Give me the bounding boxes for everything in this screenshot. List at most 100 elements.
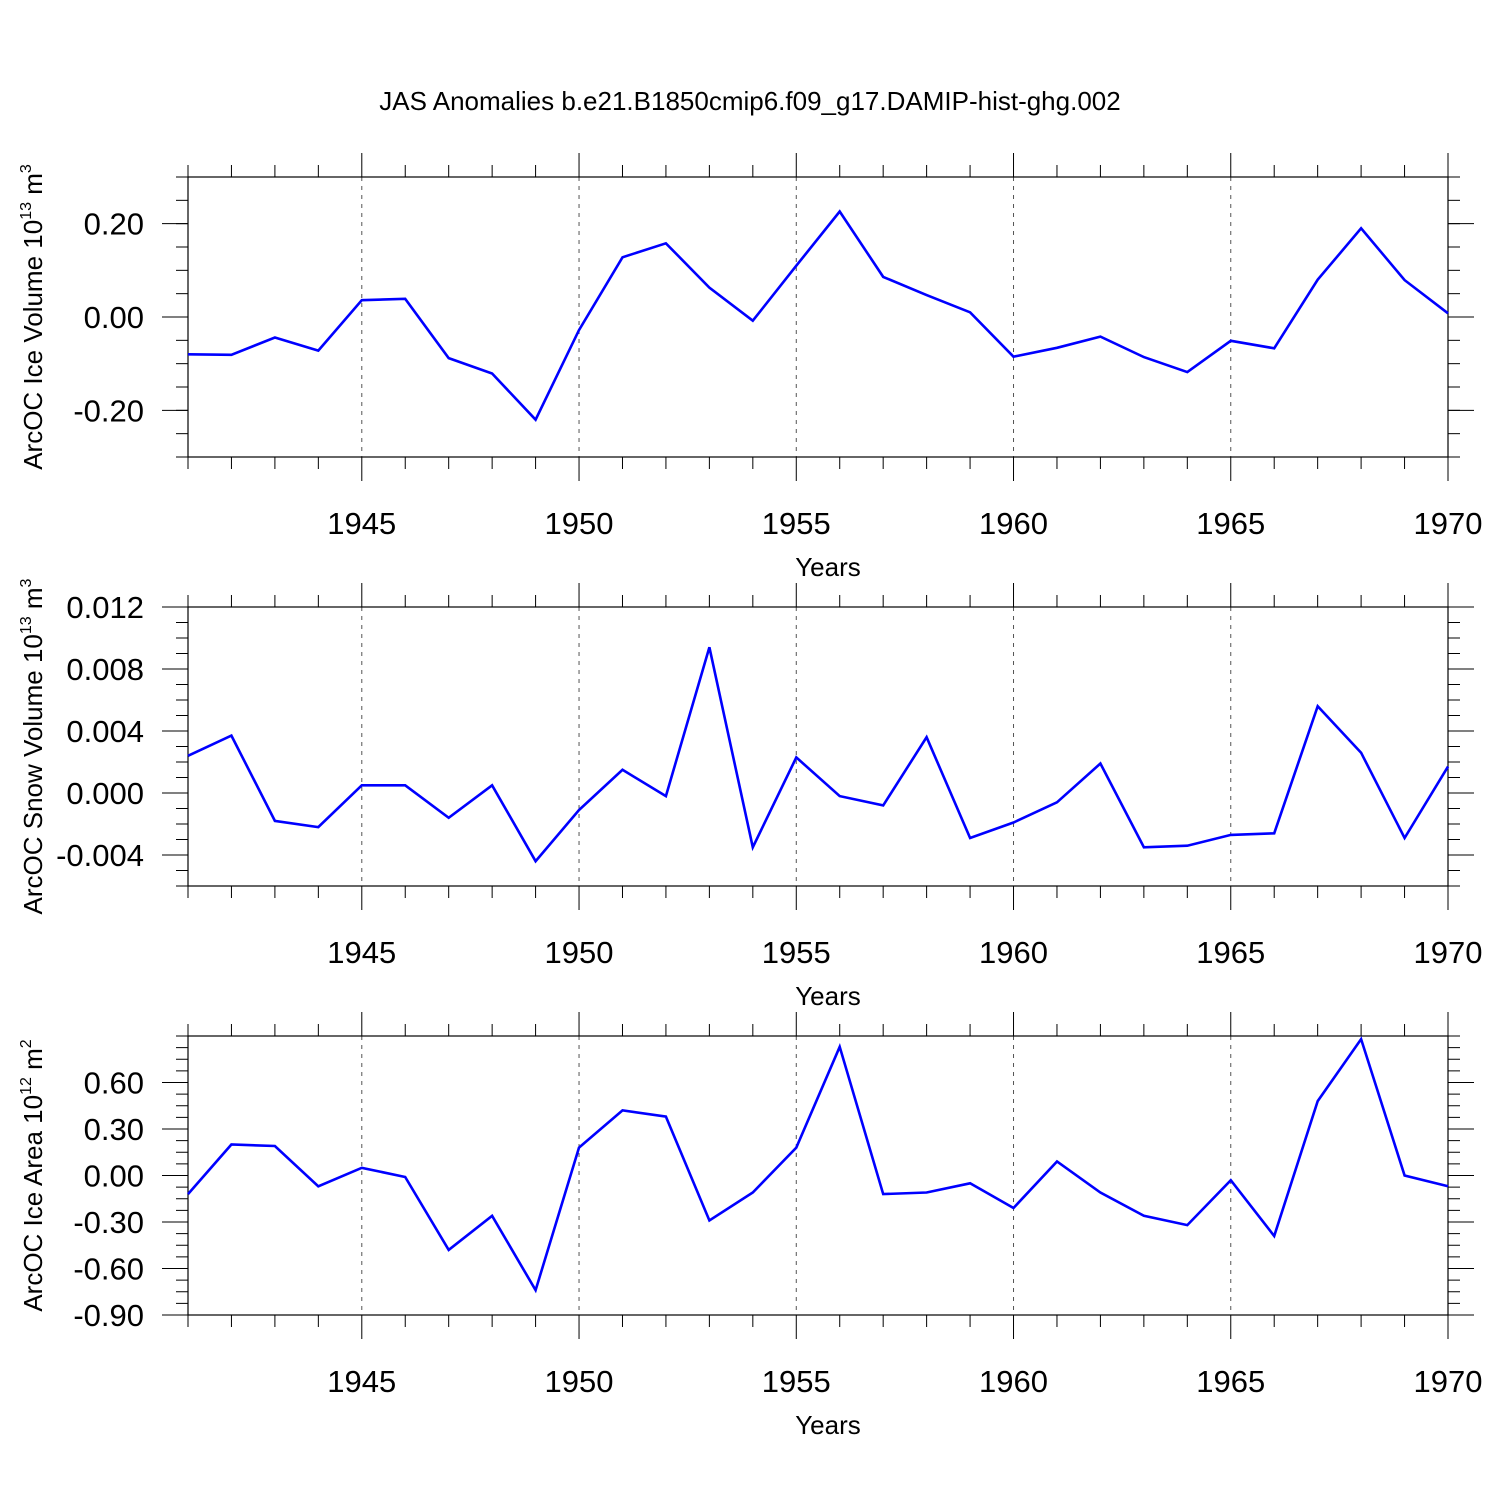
data-point xyxy=(1055,346,1058,349)
data-point xyxy=(360,784,363,787)
x-tick-label: 1965 xyxy=(1196,1364,1265,1399)
data-point xyxy=(578,329,581,332)
data-point xyxy=(708,1219,711,1222)
x-tick-label: 1960 xyxy=(979,1364,1048,1399)
data-point xyxy=(447,357,450,360)
data-point xyxy=(1229,833,1232,836)
data-point xyxy=(1447,312,1450,315)
data-point xyxy=(969,1182,972,1185)
data-point xyxy=(838,210,841,213)
x-tick-label: 1950 xyxy=(545,506,614,541)
data-point xyxy=(534,418,537,421)
data-point xyxy=(447,816,450,819)
data-point xyxy=(317,826,320,829)
x-tick-label: 1945 xyxy=(327,935,396,970)
data-point xyxy=(1360,751,1363,754)
y-axis-label: ArcOC Snow Volume 1013 m3 xyxy=(18,578,48,914)
data-point xyxy=(1142,1214,1145,1217)
data-point xyxy=(317,1185,320,1188)
series-line xyxy=(187,209,1449,422)
panel-ice-area: 0.60 0.30 0.00 -0.30 -0.60 -0.90 1945 1950 1955 1… xyxy=(18,1012,1482,1440)
data-point xyxy=(925,294,928,297)
data-point xyxy=(1273,1234,1276,1237)
y-tick-label: 0.30 xyxy=(84,1112,144,1147)
data-point xyxy=(1099,762,1102,765)
y-tick-label: 0.004 xyxy=(66,714,144,749)
data-point xyxy=(751,846,754,849)
data-point xyxy=(360,299,363,302)
y-tick-label: 0.008 xyxy=(66,652,144,687)
data-point xyxy=(578,1146,581,1149)
data-point xyxy=(751,1191,754,1194)
data-point xyxy=(1099,335,1102,338)
data-point xyxy=(1229,339,1232,342)
data-point xyxy=(838,795,841,798)
data-point xyxy=(795,264,798,267)
data-point xyxy=(708,646,711,649)
data-point xyxy=(230,353,233,356)
x-axis-label: Years xyxy=(795,1410,861,1440)
x-tick-label: 1960 xyxy=(979,935,1048,970)
data-point xyxy=(969,836,972,839)
data-point xyxy=(664,1115,667,1118)
data-point xyxy=(1229,1179,1232,1182)
x-tick-label: 1945 xyxy=(327,1364,396,1399)
data-point xyxy=(273,336,276,339)
y-tick-label: -0.20 xyxy=(73,393,144,428)
y-tick-label: 0.20 xyxy=(84,207,144,242)
y-axis-label-main: ArcOC Snow Volume 10 xyxy=(18,634,48,914)
data-point xyxy=(1403,1174,1406,1177)
x-tick-label: 1965 xyxy=(1196,935,1265,970)
y-axis-label-exponent: 12 xyxy=(18,1077,35,1095)
data-point xyxy=(1403,279,1406,282)
data-point xyxy=(1055,1160,1058,1163)
data-point xyxy=(491,372,494,375)
data-point xyxy=(1447,765,1450,768)
data-point xyxy=(621,1109,624,1112)
x-axis-label: Years xyxy=(795,981,861,1011)
data-point xyxy=(1273,347,1276,350)
data-point xyxy=(621,768,624,771)
y-tick-label: -0.90 xyxy=(73,1298,144,1333)
x-tick-label: 1950 xyxy=(545,935,614,970)
data-point xyxy=(1273,832,1276,835)
data-point xyxy=(795,756,798,759)
data-point xyxy=(230,734,233,737)
data-point xyxy=(882,275,885,278)
data-point xyxy=(1447,1185,1450,1188)
data-point xyxy=(273,1145,276,1148)
data-point xyxy=(621,256,624,259)
x-tick-label: 1955 xyxy=(762,506,831,541)
data-point xyxy=(1403,836,1406,839)
data-point xyxy=(1186,1224,1189,1227)
data-point xyxy=(230,1143,233,1146)
y-axis-label: ArcOC Ice Area 1012 m2 xyxy=(18,1039,48,1311)
data-point xyxy=(578,809,581,812)
data-point xyxy=(317,349,320,352)
panel-snow-volume: 0.012 0.008 0.004 0.000 -0.004 1945 1950 1955 19… xyxy=(18,578,1482,1011)
y-axis-label-unit-exponent: 3 xyxy=(18,164,35,173)
y-tick-label: -0.30 xyxy=(73,1205,144,1240)
x-tick-label: 1955 xyxy=(762,1364,831,1399)
data-point xyxy=(1099,1191,1102,1194)
data-point xyxy=(664,242,667,245)
data-point xyxy=(187,754,190,757)
y-axis-label-exponent: 13 xyxy=(18,616,35,634)
data-point xyxy=(1316,705,1319,708)
y-tick-label: -0.004 xyxy=(56,838,144,873)
data-point xyxy=(1360,1038,1363,1041)
panel-ice-volume: 0.20 0.00 -0.20 1945 1950 1955 1960 1965 1970 Yea… xyxy=(18,153,1482,582)
data-point xyxy=(925,736,928,739)
data-point xyxy=(751,319,754,322)
x-tick-label: 1970 xyxy=(1414,935,1483,970)
y-axis-label-unit: m xyxy=(18,173,48,202)
x-tick-label: 1960 xyxy=(979,506,1048,541)
y-axis-label-main: ArcOC Ice Area 10 xyxy=(18,1095,48,1312)
x-tick-label: 1945 xyxy=(327,506,396,541)
y-tick-label: 0.00 xyxy=(84,1159,144,1194)
data-point xyxy=(1012,1207,1015,1210)
x-tick-label: 1950 xyxy=(545,1364,614,1399)
data-point xyxy=(1142,356,1145,359)
